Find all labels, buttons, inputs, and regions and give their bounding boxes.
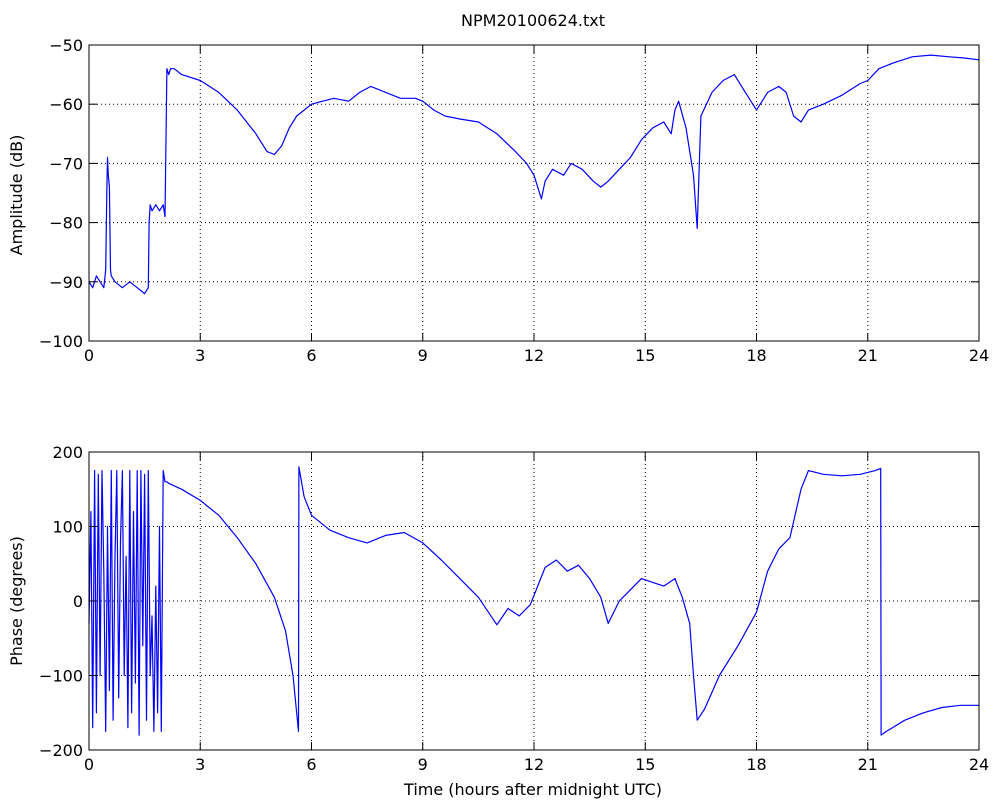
phase-x-tick-label: 3	[195, 755, 205, 774]
phase-x-tick-label: 24	[969, 755, 989, 774]
amplitude-x-tick-label: 9	[418, 346, 428, 365]
amplitude-x-tick-label: 12	[524, 346, 544, 365]
phase-y-axis-label: Phase (degrees)	[7, 536, 26, 666]
phase-y-tick-label: −200	[39, 741, 83, 760]
amplitude-x-tick-label: 6	[306, 346, 316, 365]
phase-y-tick-label: 200	[52, 443, 83, 462]
amplitude-series-line	[88, 54, 980, 295]
phase-y-tick-label: 100	[52, 518, 83, 537]
phase-x-tick-label: 0	[84, 755, 94, 774]
phase-series-line	[88, 466, 979, 736]
amplitude-y-tick-label: −90	[49, 273, 83, 292]
phase-y-tick-label: 0	[73, 592, 83, 611]
amplitude-y-tick-label: −60	[49, 95, 83, 114]
phase-x-tick-label: 9	[418, 755, 428, 774]
amplitude-plot: 0 3 6 9 12 15 18 21 24 −100 −90 −80 −70 −60 −50	[39, 36, 989, 365]
amplitude-y-tick-label: −70	[49, 154, 83, 173]
phase-x-tick-label: 18	[746, 755, 766, 774]
amplitude-y-tick-label: −50	[49, 36, 83, 55]
amplitude-x-tick-label: 21	[858, 346, 878, 365]
phase-y-tick-label: −100	[39, 667, 83, 686]
amplitude-y-axis-label: Amplitude (dB)	[7, 135, 26, 256]
amplitude-x-tick-label: 3	[195, 346, 205, 365]
amplitude-x-tick-label: 24	[969, 346, 989, 365]
phase-x-axis-label: Time (hours after midnight UTC)	[403, 780, 662, 799]
chart-title: NPM20100624.txt	[461, 11, 605, 30]
amplitude-x-tick-label: 18	[746, 346, 766, 365]
phase-plot: 0 3 6 9 12 15 18 21 24 −200 −100 0 100 200	[39, 443, 989, 774]
amplitude-x-tick-label: 15	[635, 346, 655, 365]
amplitude-y-tick-label: −80	[49, 214, 83, 233]
phase-x-tick-label: 21	[858, 755, 878, 774]
phase-x-tick-label: 12	[524, 755, 544, 774]
phase-x-tick-label: 6	[306, 755, 316, 774]
amplitude-x-tick-label: 0	[84, 346, 94, 365]
phase-x-tick-label: 15	[635, 755, 655, 774]
amplitude-y-tick-label: −100	[39, 332, 83, 351]
